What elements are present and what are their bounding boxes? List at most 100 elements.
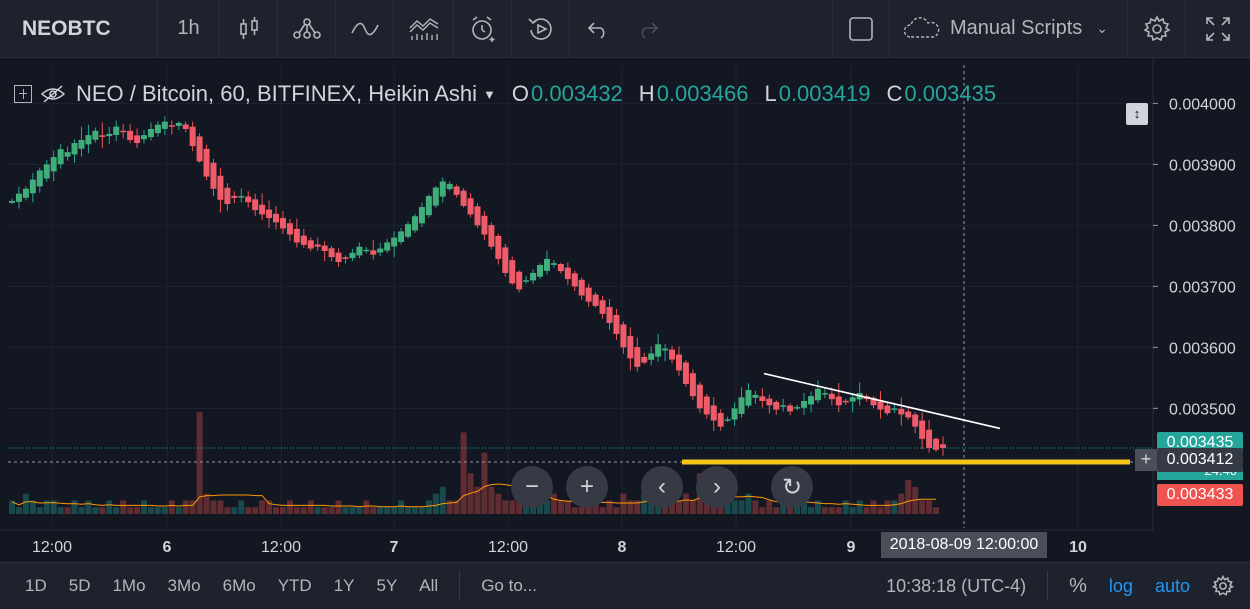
interval-button[interactable]: 1h [158, 0, 220, 57]
volume-bar [217, 500, 224, 514]
fullscreen-toggle-button[interactable] [832, 0, 890, 57]
candle-body [175, 122, 182, 126]
candle-body [884, 405, 891, 414]
volume-bar [863, 507, 870, 514]
candle-body [898, 408, 905, 415]
volume-bar [891, 500, 898, 514]
range-button-5y[interactable]: 5Y [376, 576, 398, 595]
range-button-all[interactable]: All [419, 576, 439, 595]
add-horizontal-line-button[interactable]: + [1135, 449, 1157, 471]
candle-body [849, 397, 856, 402]
range-button-1d[interactable]: 1D [25, 576, 47, 595]
range-button-ytd[interactable]: YTD [277, 576, 312, 595]
candle-body [418, 207, 425, 224]
volume-bar [411, 507, 418, 514]
candle-body [384, 242, 391, 251]
scripts-dropdown[interactable]: Manual Scripts ⌄ [890, 0, 1128, 57]
symbol-search-button[interactable]: NEOBTC [0, 0, 158, 57]
volume-bar [599, 507, 606, 514]
range-button-6mo[interactable]: 6Mo [222, 576, 256, 595]
candle-body [933, 438, 940, 450]
candle-body [224, 187, 231, 205]
range-button-1mo[interactable]: 1Mo [112, 576, 146, 595]
range-button-3mo[interactable]: 3Mo [167, 576, 201, 595]
candle-body [259, 204, 266, 215]
candle-body [537, 265, 544, 277]
candle-body [92, 130, 99, 140]
candle-body [912, 414, 919, 427]
candle-body [363, 249, 370, 252]
y-tick-label: 0.004000 [1169, 96, 1236, 113]
candle-body [543, 258, 550, 271]
candle-body [335, 252, 342, 262]
volume-bar [78, 507, 85, 514]
candle-body [509, 260, 516, 284]
legend-title[interactable]: NEO / Bitcoin, 60, BITFINEX, Heikin Ashi [76, 81, 478, 106]
chart-settings-button[interactable] [1201, 563, 1250, 609]
candle-body [773, 401, 780, 410]
volume-bar [453, 500, 460, 514]
volume-bar [210, 500, 217, 514]
alert-button[interactable] [454, 0, 512, 57]
scroll-to-realtime-icon[interactable]: ↕ [1126, 103, 1148, 125]
clock[interactable]: 10:38:18 (UTC-4) [886, 575, 1027, 596]
volume-bar [22, 493, 29, 514]
minus-icon: − [524, 473, 539, 500]
eye-icon[interactable] [40, 84, 66, 104]
volume-bar [384, 507, 391, 514]
volume-bar [141, 500, 148, 514]
candle-body [127, 130, 134, 140]
undo-button[interactable] [570, 0, 626, 57]
replay-button[interactable] [512, 0, 570, 57]
zoom-out-button[interactable]: − [511, 466, 553, 508]
compare-button[interactable] [278, 0, 336, 57]
scroll-right-button[interactable]: › [696, 466, 738, 508]
redo-button[interactable] [626, 0, 670, 57]
price-chart[interactable]: 0.004000 0.003900 0.003800 0.003700 0.003600… [0, 58, 1250, 562]
candle-body [203, 148, 210, 177]
candle-body [286, 223, 293, 235]
volume-bar [641, 493, 648, 514]
expand-button[interactable] [1186, 0, 1250, 57]
bar-style-button[interactable] [220, 0, 278, 57]
candle-body [293, 228, 300, 243]
trend-line[interactable] [763, 372, 1001, 430]
volume-bar [773, 507, 780, 514]
volume-bar [363, 500, 370, 514]
zoom-in-button[interactable]: + [566, 466, 608, 508]
reset-chart-button[interactable]: ↻ [771, 466, 813, 508]
volume-bar [509, 500, 516, 514]
scroll-left-button[interactable]: ‹ [641, 466, 683, 508]
legend-dropdown-icon[interactable]: ▼ [483, 86, 496, 102]
indicators-button[interactable] [336, 0, 394, 57]
candle-body [50, 157, 57, 172]
candle-body [43, 164, 50, 179]
volume-bar [64, 507, 71, 514]
auto-toggle[interactable]: auto [1154, 575, 1190, 596]
volume-bar [231, 507, 238, 514]
candle-body [717, 412, 724, 427]
volume-bar [842, 500, 849, 514]
volume-bar [29, 500, 36, 514]
chevron-left-icon: ‹ [658, 473, 666, 500]
settings-button[interactable] [1128, 0, 1186, 57]
volume-bar [606, 500, 613, 514]
add-symbol-icon[interactable] [14, 85, 32, 103]
candle-body [328, 248, 335, 258]
candle-body [64, 152, 71, 157]
volume-bar [224, 507, 231, 514]
financials-button[interactable] [394, 0, 454, 57]
goto-button[interactable]: Go to... [481, 576, 537, 595]
range-button-5d[interactable]: 5D [68, 576, 91, 595]
candle-body [147, 129, 154, 138]
candle-body [669, 349, 676, 360]
candle-body [655, 344, 662, 357]
range-button-1y[interactable]: 1Y [333, 576, 355, 595]
percent-toggle[interactable]: % [1069, 574, 1087, 597]
volume-bar [620, 493, 627, 514]
candle-body [15, 193, 22, 202]
candle-body [689, 373, 696, 397]
log-toggle[interactable]: log [1108, 575, 1133, 596]
volume-bar [405, 507, 412, 514]
candle-body [675, 354, 682, 371]
